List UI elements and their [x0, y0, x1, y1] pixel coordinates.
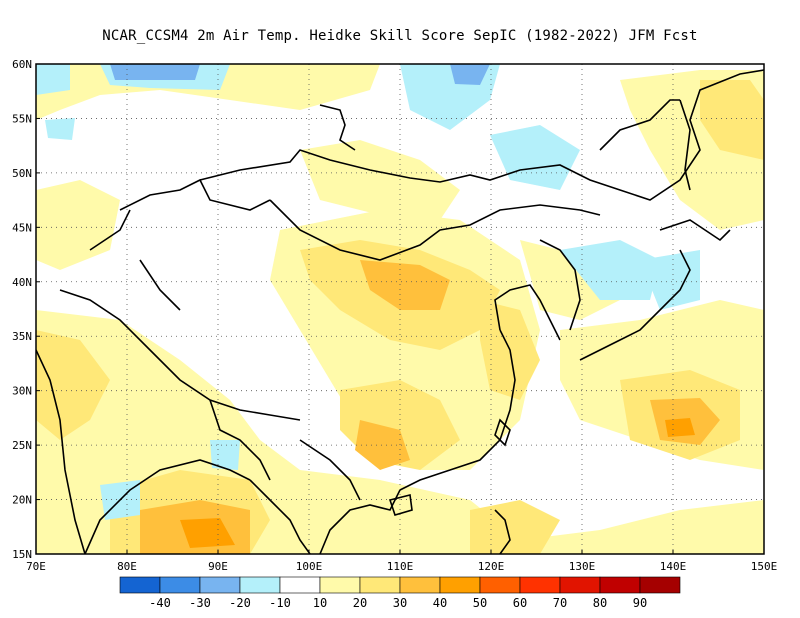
lon-label: 100E [296, 560, 323, 573]
map-title: NCAR_CCSM4 2m Air Temp. Heidke Skill Sco… [102, 28, 698, 44]
lon-label: 150E [751, 560, 778, 573]
skill-region-mid-india [36, 330, 110, 440]
colorbar-label: 50 [473, 596, 487, 610]
skill-region-blue-japan-sea [560, 240, 660, 300]
colorbar-swatch [399, 576, 441, 594]
colorbar-label: 30 [393, 596, 407, 610]
lat-label: 60N [12, 58, 32, 71]
lon-label: 120E [478, 560, 505, 573]
lon-label: 70E [26, 560, 46, 573]
skill-region-deep-pacific [665, 418, 695, 437]
colorbar-label: -10 [269, 596, 291, 610]
colorbar-label: 60 [513, 596, 527, 610]
lon-label: 140E [660, 560, 687, 573]
skill-region-blue-kazakh [45, 118, 75, 140]
colorbar-label: 20 [353, 596, 367, 610]
colorbar-swatch [119, 576, 161, 594]
colorbar-labels: -40 -30 -20 -10 10 20 30 40 50 60 70 80 90 [149, 596, 647, 610]
skill-region-blue-siberia [490, 125, 580, 190]
grid-lines [36, 64, 764, 554]
skill-region-blue-deep-northeast [450, 64, 490, 85]
lon-label: 130E [569, 560, 596, 573]
skill-region-mid-kamchatka [700, 80, 764, 160]
colorbar-label: -40 [149, 596, 171, 610]
colorbar-swatch [559, 576, 601, 594]
lat-label: 30N [12, 385, 32, 398]
skill-region-light-west [36, 180, 120, 270]
colorbar-swatch [199, 576, 241, 594]
latitude-labels: 15N 20N 25N 30N 35N 40N 45N 50N 55N 60N [12, 58, 40, 561]
colorbar-swatch [479, 576, 521, 594]
longitude-labels: 70E 80E 90E 100E 110E 120E 130E 140E 150E [26, 550, 777, 573]
lat-label: 25N [12, 439, 32, 452]
colorbar-label: -30 [189, 596, 211, 610]
colorbar-label: 40 [433, 596, 447, 610]
colorbar-swatch [519, 576, 561, 594]
colorbar-swatch [439, 576, 481, 594]
skill-region-blue-deep-north [110, 64, 200, 80]
colorbar-swatch [359, 576, 401, 594]
lon-label: 80E [117, 560, 137, 573]
lat-label: 55N [12, 112, 32, 125]
colorbar-label: 80 [593, 596, 607, 610]
lat-label: 15N [12, 548, 32, 561]
colorbar-swatch [239, 576, 281, 594]
skill-region-mid-sea [470, 500, 560, 554]
skill-region-blue-west [36, 64, 70, 95]
colorbar-label: 10 [313, 596, 327, 610]
colorbar-swatch [599, 576, 641, 594]
coastlines [36, 69, 764, 554]
colorbar-swatch [279, 576, 321, 594]
colorbar-swatch [319, 576, 361, 594]
lat-label: 50N [12, 167, 32, 180]
skill-region-orange-north-china [360, 260, 450, 310]
lat-label: 20N [12, 494, 32, 507]
lon-label: 110E [387, 560, 414, 573]
lat-label: 35N [12, 330, 32, 343]
skill-region-blue-hokkaido [640, 250, 700, 310]
colorbar-label: 90 [633, 596, 647, 610]
colorbar [119, 576, 681, 594]
colorbar-label: -20 [229, 596, 251, 610]
colorbar-swatch [639, 576, 681, 594]
lat-label: 40N [12, 276, 32, 289]
skill-region-deep-bay [180, 518, 235, 548]
skill-region-orange-south-china [355, 420, 410, 470]
lat-label: 45N [12, 221, 32, 234]
lon-label: 90E [208, 560, 228, 573]
skill-region-blue-nepal [210, 440, 240, 470]
colorbar-label: 70 [553, 596, 567, 610]
colorbar-swatch [159, 576, 201, 594]
skill-region-light-mongolia [300, 140, 460, 220]
